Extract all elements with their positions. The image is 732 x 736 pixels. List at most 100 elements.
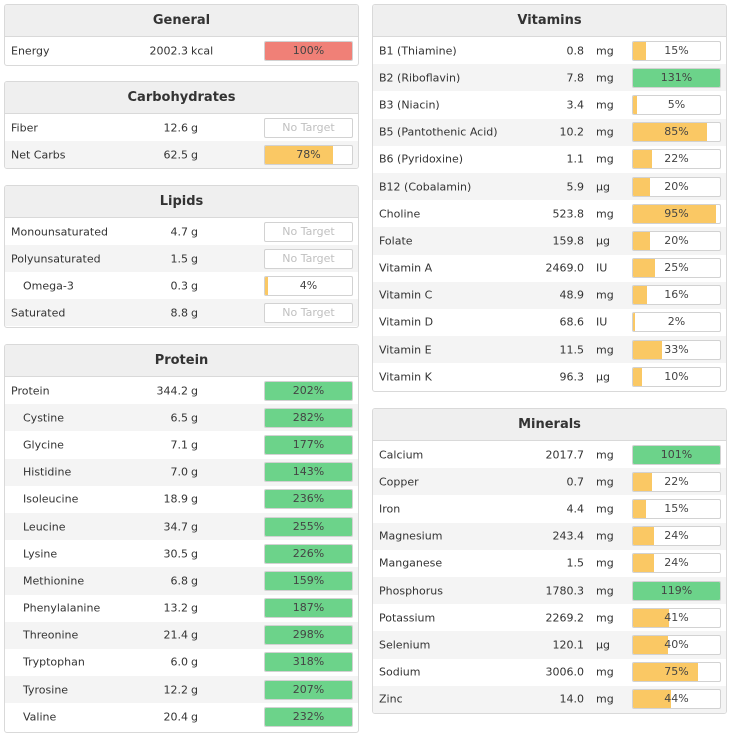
nutrient-row-tyrosine[interactable]: Tyrosine 12.2 g 207% — [5, 676, 358, 704]
nutrient-row-energy[interactable]: Energy 2002.3 kcal 100% — [5, 37, 358, 64]
nutrient-row-cystine[interactable]: Cystine 6.5 g 282% — [5, 404, 358, 432]
nutrient-row-fiber[interactable]: Fiber 12.6 g No Target — [5, 114, 358, 141]
nutrient-row-phenylalanine[interactable]: Phenylalanine 13.2 g 187% — [5, 595, 358, 622]
nutrient-unit: mg — [596, 207, 614, 221]
target-progress-fill — [633, 340, 662, 359]
target-progress-bar: 318% — [264, 652, 353, 673]
target-progress-bar: 282% — [264, 407, 353, 428]
target-progress-fill — [633, 690, 672, 709]
nutrient-row-histidine[interactable]: Histidine 7.0 g 143% — [5, 458, 358, 486]
nutrient-row-polyunsaturated[interactable]: Polyunsaturated 1.5 g No Target — [5, 245, 358, 272]
nutrient-row-vitamin-k[interactable]: Vitamin K 96.3 µg 10% — [373, 363, 726, 390]
target-progress-fill — [633, 472, 653, 491]
nutrient-name: B2 (Riboflavin) — [379, 71, 461, 85]
nutrient-name: Methionine — [23, 574, 85, 588]
nutrient-row-vitamin-d[interactable]: Vitamin D 68.6 IU 2% — [373, 309, 726, 336]
nutrient-name: Energy — [11, 44, 50, 57]
nutrient-row-sodium[interactable]: Sodium 3006.0 mg 75% — [373, 659, 726, 686]
target-percent-label: 226% — [292, 546, 325, 560]
nutrient-row-vitamin-e[interactable]: Vitamin E 11.5 mg 33% — [373, 336, 726, 364]
target-percent-label: 33% — [664, 342, 689, 356]
nutrient-row-tryptophan[interactable]: Tryptophan 6.0 g 318% — [5, 649, 358, 676]
nutrient-row-glycine[interactable]: Glycine 7.1 g 177% — [5, 431, 358, 458]
target-progress-fill — [265, 463, 352, 482]
nutrient-unit: mg — [596, 98, 614, 112]
target-progress-bar: 177% — [264, 434, 353, 455]
nutrient-amount: 3006.0 — [545, 665, 585, 679]
nutrient-row-vitamin-c[interactable]: Vitamin C 48.9 mg 16% — [373, 281, 726, 309]
nutrient-row-b6-pyridoxine[interactable]: B6 (Pyridoxine) 1.1 mg 22% — [373, 146, 726, 173]
target-progress-bar: No Target — [264, 248, 353, 269]
target-progress-fill — [633, 635, 668, 654]
nutrient-unit: µg — [596, 180, 610, 194]
nutrient-row-methionine[interactable]: Methionine 6.8 g 159% — [5, 567, 358, 595]
nutrient-row-folate[interactable]: Folate 159.8 µg 20% — [373, 227, 726, 255]
nutrient-name: Vitamin E — [379, 343, 432, 357]
target-progress-bar: 101% — [632, 444, 721, 465]
nutrient-amount: 14.0 — [559, 692, 585, 706]
nutrient-amount: 11.5 — [559, 343, 585, 357]
nutrient-row-isoleucine[interactable]: Isoleucine 18.9 g 236% — [5, 486, 358, 513]
nutrient-row-b3-niacin[interactable]: B3 (Niacin) 3.4 mg 5% — [373, 91, 726, 118]
nutrient-row-phosphorus[interactable]: Phosphorus 1780.3 mg 119% — [373, 576, 726, 605]
nutrient-row-saturated[interactable]: Saturated 8.8 g No Target — [5, 299, 358, 326]
nutrient-unit: g — [191, 411, 198, 425]
nutrient-amount: 68.6 — [559, 315, 585, 329]
nutrient-row-zinc[interactable]: Zinc 14.0 mg 44% — [373, 685, 726, 713]
nutrient-row-b2-riboflavin[interactable]: B2 (Riboflavin) 7.8 mg 131% — [373, 64, 726, 92]
nutrient-amount: 5.9 — [566, 180, 585, 194]
target-progress-bar: 75% — [632, 662, 721, 683]
nutrient-row-choline[interactable]: Choline 523.8 mg 95% — [373, 200, 726, 227]
target-progress-bar: 85% — [632, 122, 721, 143]
nutrient-row-selenium[interactable]: Selenium 120.1 µg 40% — [373, 631, 726, 659]
nutrient-name: Vitamin C — [379, 288, 433, 302]
nutrient-row-protein[interactable]: Protein 344.2 g 202% — [5, 377, 358, 404]
nutrient-row-b1-thiamine[interactable]: B1 (Thiamine) 0.8 mg 15% — [373, 37, 726, 64]
nutrient-row-monounsaturated[interactable]: Monounsaturated 4.7 g No Target — [5, 218, 358, 245]
nutrient-row-vitamin-a[interactable]: Vitamin A 2469.0 IU 25% — [373, 255, 726, 282]
nutrient-row-lysine[interactable]: Lysine 30.5 g 226% — [5, 540, 358, 567]
nutrient-unit: g — [191, 121, 198, 134]
nutrient-row-b5-pantothenic-acid[interactable]: B5 (Pantothenic Acid) 10.2 mg 85% — [373, 118, 726, 146]
target-percent-label: No Target — [282, 251, 335, 265]
target-percent-label: 282% — [292, 410, 325, 424]
nutrient-row-copper[interactable]: Copper 0.7 mg 22% — [373, 468, 726, 496]
nutrient-name: Protein — [11, 384, 50, 398]
nutrient-amount: 344.2 — [156, 384, 189, 398]
nutrient-row-iron[interactable]: Iron 4.4 mg 15% — [373, 495, 726, 522]
nutrient-row-threonine[interactable]: Threonine 21.4 g 298% — [5, 621, 358, 649]
nutrient-row-leucine[interactable]: Leucine 34.7 g 255% — [5, 512, 358, 541]
nutrient-row-manganese[interactable]: Manganese 1.5 mg 24% — [373, 550, 726, 577]
nutrient-unit: g — [191, 384, 198, 398]
target-progress-fill — [633, 259, 655, 278]
nutrient-name: Zinc — [379, 692, 403, 706]
nutrient-row-omega-3[interactable]: Omega-3 0.3 g 4% — [5, 272, 358, 299]
nutrient-row-potassium[interactable]: Potassium 2269.2 mg 41% — [373, 604, 726, 631]
nutrient-row-calcium[interactable]: Calcium 2017.7 mg 101% — [373, 441, 726, 468]
nutrient-row-valine[interactable]: Valine 20.4 g 232% — [5, 703, 358, 730]
nutrient-unit: IU — [596, 315, 608, 329]
target-progress-bar: 44% — [632, 689, 721, 710]
nutrient-unit: g — [191, 306, 198, 319]
nutrient-row-b12-cobalamin[interactable]: B12 (Cobalamin) 5.9 µg 20% — [373, 172, 726, 201]
target-progress-fill — [265, 145, 333, 164]
target-progress-bar: No Target — [264, 117, 353, 138]
target-progress-fill — [633, 527, 654, 546]
target-progress-bar: 119% — [632, 580, 721, 601]
panel-title: Lipids — [5, 186, 358, 218]
nutrient-name: Phosphorus — [379, 584, 443, 598]
target-progress-bar: 232% — [264, 706, 353, 727]
nutrient-name: Phenylalanine — [23, 601, 101, 615]
target-percent-label: 100% — [292, 43, 325, 57]
nutrient-unit: g — [191, 655, 198, 669]
nutrient-row-net-carbs[interactable]: Net Carbs 62.5 g 78% — [5, 141, 358, 168]
nutrient-name: B3 (Niacin) — [379, 98, 440, 112]
target-percent-label: 4% — [299, 278, 318, 292]
target-percent-label: 78% — [296, 147, 321, 161]
nutrient-row-magnesium[interactable]: Magnesium 243.4 mg 24% — [373, 522, 726, 550]
nutrient-name: B5 (Pantothenic Acid) — [379, 125, 498, 139]
target-percent-label: 131% — [660, 70, 693, 84]
target-progress-bar: 15% — [632, 498, 721, 519]
target-progress-fill — [265, 517, 352, 536]
target-percent-label: 236% — [292, 492, 325, 506]
